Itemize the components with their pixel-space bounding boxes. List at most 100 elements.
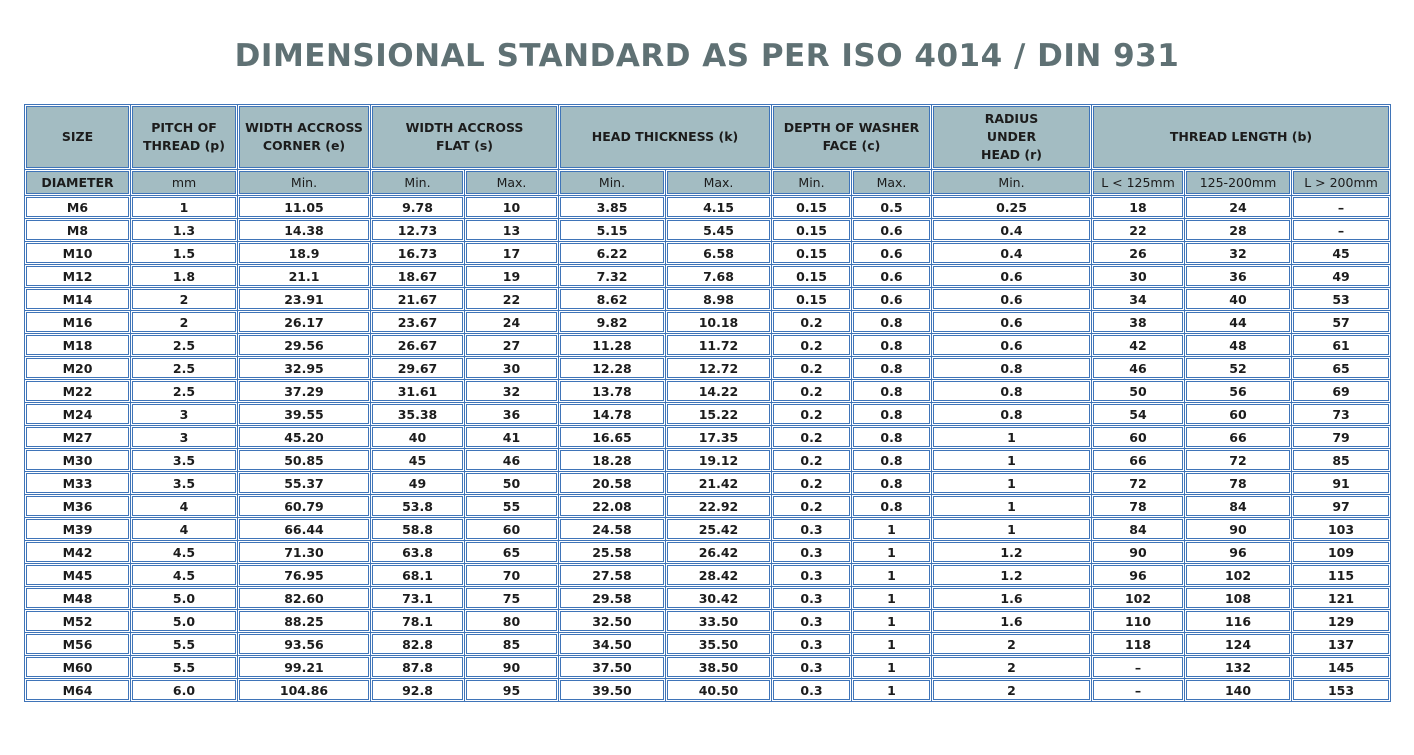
table-cell: 1.6 — [932, 587, 1092, 610]
table-cell: 12.72 — [666, 357, 772, 380]
table-cell: 45 — [1292, 242, 1392, 265]
table-cell: 10.18 — [666, 311, 772, 334]
table-cell: 1 — [852, 564, 932, 587]
table-row: M36 4 60.79 53.8 55 22.08 22.92 0.2 0.8 1 78 84 97 — [25, 495, 1392, 518]
table-cell: 24.58 — [559, 518, 666, 541]
table-cell: 65 — [465, 541, 559, 564]
table-cell: 0.3 — [772, 541, 852, 564]
table-cell: M24 — [25, 403, 131, 426]
table-cell: 0.6 — [932, 311, 1092, 334]
table-cell: 93.56 — [238, 633, 371, 656]
table-cell: 0.8 — [852, 495, 932, 518]
table-cell: 50 — [1092, 380, 1185, 403]
table-cell: 34 — [1092, 288, 1185, 311]
table-cell: 1 — [852, 518, 932, 541]
table-cell: 28.42 — [666, 564, 772, 587]
table-cell: 0.8 — [852, 449, 932, 472]
table-row: M48 5.0 82.60 73.1 75 29.58 30.42 0.3 1 1.6 102 108… — [25, 587, 1392, 610]
table-cell: 129 — [1292, 610, 1392, 633]
table-cell: 46 — [1092, 357, 1185, 380]
table-cell: M22 — [25, 380, 131, 403]
table-cell: 45 — [371, 449, 465, 472]
table-cell: 2 — [932, 679, 1092, 702]
table-cell: 3.5 — [131, 449, 238, 472]
table-cell: 1 — [852, 541, 932, 564]
table-cell: 109 — [1292, 541, 1392, 564]
table-cell: 2.5 — [131, 357, 238, 380]
table-row: M27 3 45.20 40 41 16.65 17.35 0.2 0.8 1 60 66 79 — [25, 426, 1392, 449]
table-row: M56 5.5 93.56 82.8 85 34.50 35.50 0.3 1 2 118 124 13… — [25, 633, 1392, 656]
table-cell: 92.8 — [371, 679, 465, 702]
table-cell: 102 — [1185, 564, 1292, 587]
table-cell: 18 — [1092, 196, 1185, 219]
table-cell: 0.15 — [772, 242, 852, 265]
table-cell: 66 — [1092, 449, 1185, 472]
subheader-cell: mm — [131, 170, 238, 196]
table-cell: 22 — [1092, 219, 1185, 242]
table-cell: 53.8 — [371, 495, 465, 518]
table-cell: 11.05 — [238, 196, 371, 219]
table-cell: 0.6 — [852, 265, 932, 288]
table-row: M60 5.5 99.21 87.8 90 37.50 38.50 0.3 1 2–132 145 — [25, 656, 1392, 679]
table-cell: 18.9 — [238, 242, 371, 265]
table-cell: 5.0 — [131, 587, 238, 610]
table-cell: 57 — [1292, 311, 1392, 334]
table-cell: 78 — [1185, 472, 1292, 495]
table-cell: 13 — [465, 219, 559, 242]
header-head-thickness: HEAD THICKNESS (k) — [559, 105, 772, 170]
table-row: M45 4.5 76.95 68.1 70 27.58 28.42 0.3 1 1.2 96 102 1… — [25, 564, 1392, 587]
table-cell: 3 — [131, 426, 238, 449]
table-cell: 0.8 — [852, 334, 932, 357]
table-cell: 12.73 — [371, 219, 465, 242]
table-cell: – — [1092, 679, 1185, 702]
table-cell: 61 — [1292, 334, 1392, 357]
table-row: M42 4.5 71.30 63.8 65 25.58 26.42 0.3 1 1.2 90 96 10… — [25, 541, 1392, 564]
header-width-flat: WIDTH ACCROSS FLAT (s) — [371, 105, 559, 170]
table-cell: 11.72 — [666, 334, 772, 357]
table-cell: 0.8 — [852, 403, 932, 426]
table-cell: 2 — [131, 311, 238, 334]
table-cell: M33 — [25, 472, 131, 495]
table-cell: M48 — [25, 587, 131, 610]
subheader-cell: 125-200mm — [1185, 170, 1292, 196]
table-cell: 82.8 — [371, 633, 465, 656]
header-thread-length: THREAD LENGTH (b) — [1092, 105, 1392, 170]
table-cell: 31.61 — [371, 380, 465, 403]
table-cell: 0.3 — [772, 564, 852, 587]
table-cell: 73.1 — [371, 587, 465, 610]
table-cell: 38 — [1092, 311, 1185, 334]
table-cell: 29.58 — [559, 587, 666, 610]
table-cell: 5.15 — [559, 219, 666, 242]
table-cell: 22.08 — [559, 495, 666, 518]
table-cell: 39.50 — [559, 679, 666, 702]
table-cell: 38.50 — [666, 656, 772, 679]
table-cell: 1 — [852, 656, 932, 679]
table-cell: 12.28 — [559, 357, 666, 380]
table-row: M52 5.0 88.25 78.1 80 32.50 33.50 0.3 1 1.6 110 116… — [25, 610, 1392, 633]
table-cell: 37.50 — [559, 656, 666, 679]
table-cell: 13.78 — [559, 380, 666, 403]
table-cell: 132 — [1185, 656, 1292, 679]
table-cell: 2 — [932, 633, 1092, 656]
table-cell: 36 — [465, 403, 559, 426]
table-cell: 70 — [465, 564, 559, 587]
table-cell: 5.0 — [131, 610, 238, 633]
table-cell: 41 — [465, 426, 559, 449]
table-cell: 82.60 — [238, 587, 371, 610]
table-cell: 18.28 — [559, 449, 666, 472]
table-cell: 35.38 — [371, 403, 465, 426]
table-cell: 0.2 — [772, 449, 852, 472]
table-cell: 104.86 — [238, 679, 371, 702]
table-cell: 0.2 — [772, 357, 852, 380]
table-cell: 99.21 — [238, 656, 371, 679]
subheader-cell: Max. — [465, 170, 559, 196]
table-cell: 66 — [1185, 426, 1292, 449]
table-cell: 7.32 — [559, 265, 666, 288]
table-cell: 3.5 — [131, 472, 238, 495]
table-cell: 25.58 — [559, 541, 666, 564]
header-size: SIZE — [25, 105, 131, 170]
table-cell: 78 — [1092, 495, 1185, 518]
table-cell: 0.4 — [932, 242, 1092, 265]
table-cell: M20 — [25, 357, 131, 380]
table-cell: 102 — [1092, 587, 1185, 610]
